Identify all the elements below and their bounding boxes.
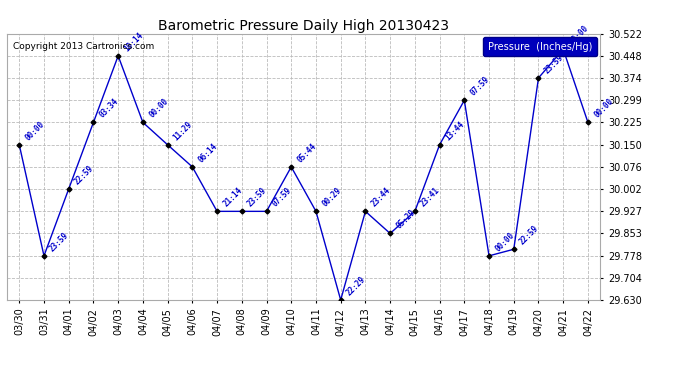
Text: 07:59: 07:59 — [469, 75, 491, 98]
Text: 00:00: 00:00 — [493, 230, 516, 253]
Text: 22:59: 22:59 — [518, 224, 541, 246]
Text: 05:44: 05:44 — [295, 141, 318, 164]
Text: 23:59: 23:59 — [246, 186, 268, 209]
Text: 10:14: 10:14 — [122, 30, 145, 53]
Text: 00:00: 00:00 — [592, 97, 615, 120]
Text: 13:44: 13:44 — [444, 119, 466, 142]
Text: 21:14: 21:14 — [221, 186, 244, 209]
Legend: Pressure  (Inches/Hg): Pressure (Inches/Hg) — [483, 37, 598, 56]
Text: 00:00: 00:00 — [23, 119, 46, 142]
Text: 00:29: 00:29 — [320, 186, 343, 209]
Text: 23:59: 23:59 — [48, 230, 71, 253]
Text: 23:41: 23:41 — [419, 186, 442, 209]
Text: 11:29: 11:29 — [172, 119, 195, 142]
Text: 05:29: 05:29 — [394, 208, 417, 231]
Text: 08:00: 08:00 — [567, 24, 590, 46]
Text: Copyright 2013 Cartronics.com: Copyright 2013 Cartronics.com — [13, 42, 154, 51]
Text: 23:59: 23:59 — [542, 53, 565, 75]
Text: 23:44: 23:44 — [370, 186, 393, 209]
Text: 07:59: 07:59 — [270, 186, 293, 209]
Text: 22:29: 22:29 — [345, 274, 368, 297]
Title: Barometric Pressure Daily High 20130423: Barometric Pressure Daily High 20130423 — [158, 19, 449, 33]
Text: 06:14: 06:14 — [197, 141, 219, 164]
Text: 00:00: 00:00 — [147, 97, 170, 120]
Text: 03:34: 03:34 — [97, 97, 120, 120]
Text: 22:59: 22:59 — [73, 164, 96, 186]
